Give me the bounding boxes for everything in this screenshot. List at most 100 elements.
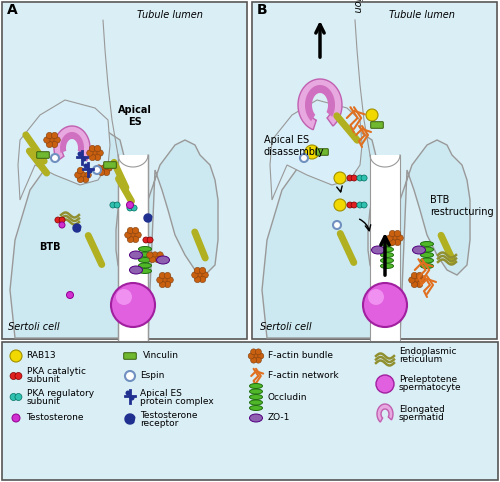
Ellipse shape	[420, 253, 434, 257]
Circle shape	[347, 202, 353, 208]
Circle shape	[85, 172, 91, 178]
Ellipse shape	[380, 247, 394, 252]
Ellipse shape	[380, 241, 394, 246]
Circle shape	[194, 276, 200, 282]
Circle shape	[414, 277, 420, 283]
Bar	[2, 342, 498, 480]
Text: B: B	[257, 3, 268, 17]
Text: Vinculin: Vinculin	[143, 351, 179, 361]
Circle shape	[334, 172, 346, 184]
Circle shape	[167, 277, 173, 283]
Circle shape	[98, 169, 104, 175]
Ellipse shape	[420, 264, 434, 268]
Circle shape	[44, 137, 50, 143]
Bar	[2, 2, 247, 339]
Ellipse shape	[250, 405, 262, 411]
Circle shape	[10, 350, 22, 362]
Circle shape	[78, 151, 82, 157]
Circle shape	[127, 228, 134, 234]
Polygon shape	[73, 224, 81, 232]
Circle shape	[111, 283, 155, 327]
Circle shape	[55, 217, 61, 223]
Polygon shape	[298, 79, 342, 130]
Circle shape	[132, 228, 139, 234]
Circle shape	[300, 154, 308, 162]
Ellipse shape	[138, 257, 151, 263]
Ellipse shape	[420, 258, 434, 263]
Circle shape	[114, 202, 120, 208]
Ellipse shape	[250, 389, 262, 394]
Circle shape	[357, 202, 363, 208]
Text: PKA regulatory: PKA regulatory	[27, 388, 94, 398]
Circle shape	[94, 146, 101, 152]
Circle shape	[124, 232, 131, 238]
Circle shape	[164, 272, 171, 279]
Circle shape	[135, 232, 141, 238]
Circle shape	[92, 150, 98, 156]
Circle shape	[15, 393, 22, 401]
Circle shape	[125, 371, 135, 381]
Polygon shape	[400, 140, 470, 338]
Circle shape	[96, 165, 102, 171]
Circle shape	[127, 205, 133, 211]
Text: protein complex: protein complex	[140, 397, 214, 405]
Circle shape	[131, 205, 137, 211]
Polygon shape	[144, 214, 152, 222]
Circle shape	[86, 150, 93, 156]
Ellipse shape	[250, 384, 262, 388]
Text: A: A	[7, 3, 18, 17]
Circle shape	[305, 145, 319, 159]
Circle shape	[130, 396, 134, 401]
Text: PKA catalytic: PKA catalytic	[27, 367, 86, 376]
Bar	[370, 155, 400, 340]
Circle shape	[97, 150, 103, 156]
Text: receptor: receptor	[140, 418, 178, 428]
Circle shape	[149, 256, 156, 263]
Circle shape	[164, 281, 171, 288]
Circle shape	[250, 357, 256, 363]
Polygon shape	[125, 414, 135, 424]
Circle shape	[77, 167, 84, 174]
Circle shape	[357, 175, 363, 181]
Circle shape	[394, 239, 401, 246]
Circle shape	[152, 252, 158, 258]
Circle shape	[192, 272, 198, 278]
Text: Occludin: Occludin	[268, 392, 308, 402]
Circle shape	[126, 390, 130, 396]
Circle shape	[194, 268, 200, 274]
Circle shape	[106, 165, 112, 171]
Circle shape	[159, 272, 166, 279]
Polygon shape	[270, 100, 362, 200]
Circle shape	[82, 176, 89, 183]
Polygon shape	[377, 404, 393, 422]
Ellipse shape	[372, 246, 384, 254]
Circle shape	[386, 235, 393, 241]
Circle shape	[15, 373, 22, 379]
Text: BTB: BTB	[39, 242, 61, 252]
Circle shape	[46, 133, 52, 139]
Text: BTB
restructuring: BTB restructuring	[430, 195, 494, 217]
FancyBboxPatch shape	[124, 353, 136, 359]
Circle shape	[419, 277, 426, 283]
Ellipse shape	[138, 252, 151, 257]
Bar	[3, 3, 246, 338]
Circle shape	[110, 202, 116, 208]
Circle shape	[12, 414, 20, 422]
Circle shape	[258, 353, 264, 359]
Polygon shape	[54, 126, 90, 161]
Circle shape	[389, 230, 396, 237]
Text: RAB13: RAB13	[26, 351, 56, 361]
Circle shape	[200, 276, 206, 282]
Polygon shape	[10, 130, 148, 338]
Circle shape	[82, 157, 86, 161]
Circle shape	[334, 199, 346, 211]
Ellipse shape	[130, 266, 142, 274]
Ellipse shape	[380, 264, 394, 268]
FancyBboxPatch shape	[316, 149, 328, 155]
Circle shape	[256, 357, 262, 363]
Circle shape	[366, 109, 378, 121]
Text: ZO-1: ZO-1	[268, 414, 290, 423]
Circle shape	[376, 375, 394, 393]
Ellipse shape	[412, 246, 426, 254]
Circle shape	[411, 272, 418, 279]
